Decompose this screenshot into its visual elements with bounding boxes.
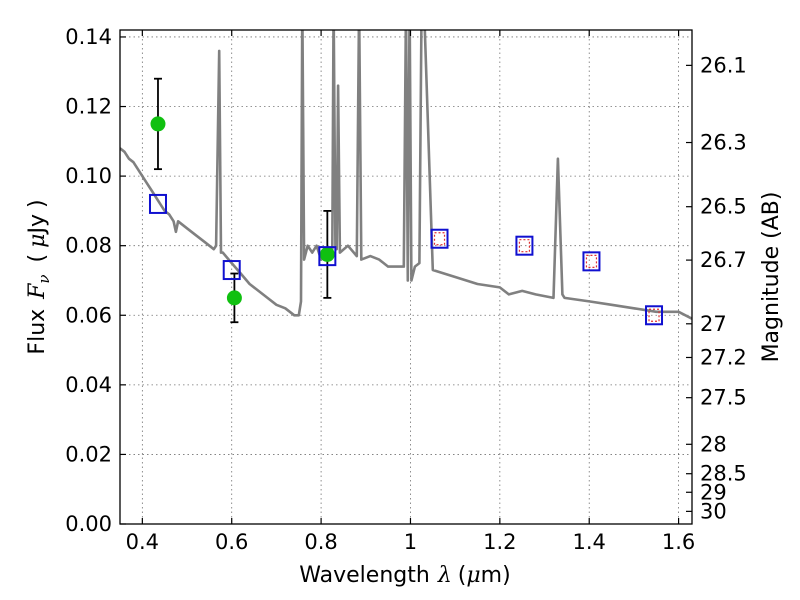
x-tick-label: 1.4 — [573, 530, 606, 554]
model-photometry-box — [645, 305, 664, 326]
sed-model-line — [120, 30, 692, 320]
y-tick-label: 0.00 — [65, 512, 112, 536]
x-tick-label: 0.8 — [304, 530, 337, 554]
y2-tick-label: 29 — [700, 480, 727, 504]
y2-tick-label: 28 — [700, 432, 727, 456]
y2-tick-label: 27.5 — [700, 386, 747, 410]
upper-limit-box — [648, 308, 660, 322]
y-tick-label: 0.10 — [65, 164, 112, 188]
y2-tick-label: 26.1 — [700, 53, 747, 77]
model-photometry-box — [222, 260, 241, 281]
upper-limit-box — [585, 254, 598, 268]
x-axis-label: Wavelength λ (μm) — [299, 563, 510, 588]
observed-point — [150, 116, 166, 132]
model-photometry-box — [430, 228, 449, 249]
y2-tick-label: 26.7 — [700, 248, 747, 272]
upper-limit-box — [433, 232, 446, 246]
observed-point — [226, 290, 242, 306]
y-tick-label: 0.12 — [65, 95, 112, 119]
x-tick-label: 1 — [404, 530, 417, 554]
y-tick-label: 0.06 — [65, 303, 112, 327]
y2-tick-label: 30 — [700, 499, 727, 523]
plot-frame — [119, 29, 693, 525]
model-photometry-box — [148, 193, 167, 214]
axes: 0.4 0.6 0.8 1 1.2 1.4 1.6 0.00 0.02 0.04 0.06 0.08 0… — [65, 25, 747, 554]
y2-tick-label: 26.5 — [700, 195, 747, 219]
plot-area — [120, 30, 692, 326]
observed-point — [319, 246, 335, 262]
x-tick-label: 0.6 — [215, 530, 248, 554]
model-photometry-box — [582, 251, 601, 272]
y2-axis-label: Magnitude (AB) — [759, 192, 784, 363]
x-tick-label: 1.2 — [483, 530, 516, 554]
y2-tick-label: 27 — [700, 312, 727, 336]
y2-tick-label: 26.3 — [700, 131, 747, 155]
x-tick-label: 1.6 — [662, 530, 695, 554]
y-tick-label: 0.14 — [65, 25, 112, 49]
y-tick-label: 0.02 — [65, 442, 112, 466]
model-photometry-box — [318, 246, 337, 267]
y-axis-label: FluxFν(μJy) — [25, 199, 53, 354]
x-tick-label: 0.4 — [126, 530, 159, 554]
upper-limit-box — [518, 239, 531, 253]
y2-tick-label: 27.2 — [700, 345, 747, 369]
y-tick-label: 0.08 — [65, 234, 112, 258]
y-tick-label: 0.04 — [65, 373, 112, 397]
y2-tick-label: 28.5 — [700, 462, 747, 486]
model-photometry-box — [515, 235, 534, 256]
